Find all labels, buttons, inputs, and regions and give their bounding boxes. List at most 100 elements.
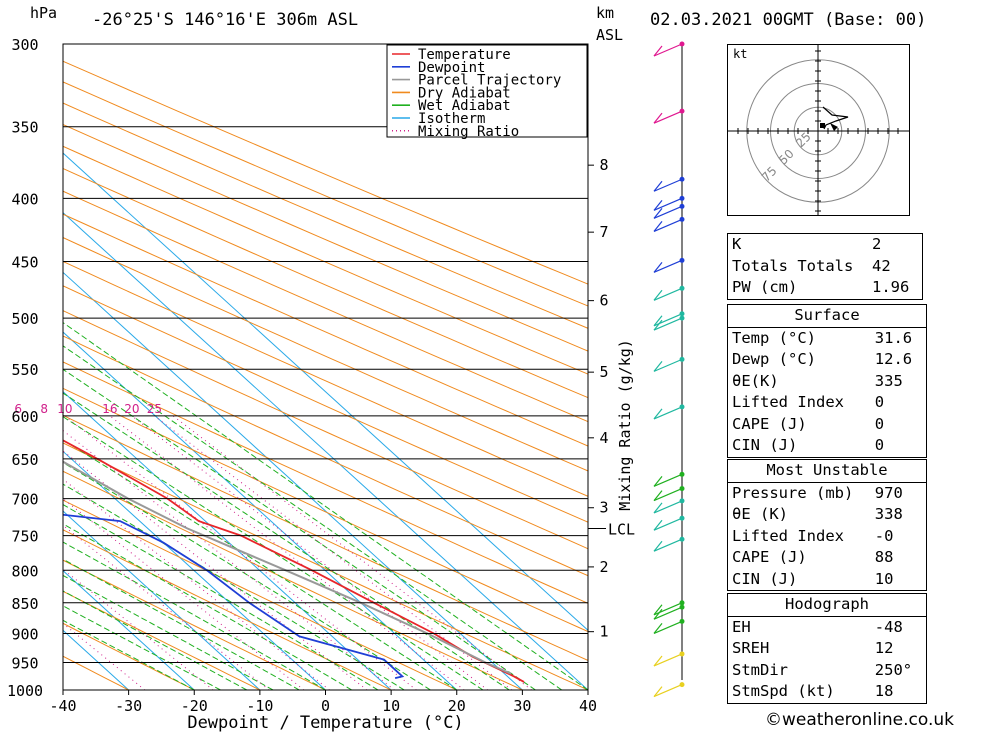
hodograph-marker xyxy=(820,123,825,128)
wet-adiabat-line xyxy=(63,523,353,690)
wind-barb-flag xyxy=(653,408,663,420)
surface-row: CAPE (J) 0 xyxy=(726,413,927,435)
surface-value: 12.6 xyxy=(866,349,927,371)
hodo-value: 250° xyxy=(866,659,927,681)
x-axis-title: Dewpoint / Temperature (°C) xyxy=(187,713,463,733)
wind-barb-flag xyxy=(653,475,663,487)
legend-label: Parcel Trajectory xyxy=(418,73,561,89)
mixing-ratio-label: 25 xyxy=(147,402,162,416)
km-tick-label: 5 xyxy=(599,363,608,381)
wind-barb-staff xyxy=(653,178,683,192)
pressure-tick-label: 450 xyxy=(11,254,38,272)
surface-label: Lifted Index xyxy=(726,392,867,414)
wind-barb-staff xyxy=(653,488,683,502)
mu-row: Lifted Index -0 xyxy=(726,525,927,547)
wind-barb-flag xyxy=(653,289,663,301)
surface-title-row: Surface xyxy=(727,304,927,328)
hodograph-trace xyxy=(822,106,849,130)
wet-adiabat-line xyxy=(63,590,248,690)
km-tick-label: 7 xyxy=(599,223,608,241)
parcel-trajectory-line xyxy=(63,460,512,675)
dry-adiabat-line xyxy=(63,310,588,550)
pressure-tick-label: 1000 xyxy=(7,682,43,700)
asl-label: ASL xyxy=(596,26,624,44)
wet-adiabat-line xyxy=(63,345,563,690)
pressure-tick-label: 600 xyxy=(11,408,38,426)
km-tick-label: 1 xyxy=(599,623,608,641)
wind-barb-staff xyxy=(653,620,683,634)
legend-label: Wet Adiabat xyxy=(418,98,511,114)
dry-adiabat-line xyxy=(63,335,588,577)
wind-barb-staff xyxy=(653,218,683,232)
wind-barb-staff xyxy=(653,205,683,219)
isotherm-line xyxy=(63,212,588,690)
x-tick-label: 10 xyxy=(382,697,400,715)
hodo-label: StmDir xyxy=(726,659,867,681)
indices-label: Totals Totals xyxy=(727,255,864,277)
surface-row: θE(K) 335 xyxy=(726,370,927,392)
km-tick-label: 8 xyxy=(599,156,608,174)
surface-value: 0 xyxy=(866,435,927,458)
mu-label: Lifted Index xyxy=(726,525,867,547)
hodo-value: 18 xyxy=(866,681,927,704)
mu-title: Most Unstable xyxy=(727,459,927,483)
wind-barb-staff xyxy=(653,473,683,487)
legend-label: Dewpoint xyxy=(418,60,485,76)
mu-label: Pressure (mb) xyxy=(726,482,867,504)
surface-label: CIN (J) xyxy=(726,435,867,458)
surface-label: CAPE (J) xyxy=(726,413,867,435)
wind-barb-flag xyxy=(653,112,663,124)
x-tick-label: -20 xyxy=(181,697,208,715)
wind-barb-staff xyxy=(653,517,683,531)
mixing-ratio-line xyxy=(172,415,532,690)
surface-value: 0 xyxy=(866,413,927,435)
wind-barb-staff xyxy=(653,259,683,273)
isotherm-line xyxy=(63,391,392,690)
wind-barb-staff xyxy=(653,358,683,372)
wind-barb-flag xyxy=(653,221,663,232)
wind-barb-flag xyxy=(653,180,663,192)
wind-barb-flag xyxy=(653,361,663,372)
indices-label: PW (cm) xyxy=(727,277,864,300)
hodograph-unit-label: kt xyxy=(733,47,747,61)
location-title: -26°25'S 146°16'E 306m ASL xyxy=(92,10,359,30)
indices-row: Totals Totals 42 xyxy=(727,255,923,277)
surface-label: Dewp (°C) xyxy=(726,349,867,371)
mixing-ratio-label: 6 xyxy=(14,402,22,416)
wet-adiabat-line xyxy=(63,574,274,690)
dry-adiabat-line xyxy=(63,260,588,497)
hodo-label: SREH xyxy=(726,638,867,660)
wind-barb-staff xyxy=(653,606,683,620)
pressure-tick-label: 300 xyxy=(11,36,38,54)
isotherm-line xyxy=(63,271,523,690)
pressure-tick-label: 350 xyxy=(11,119,38,137)
x-tick-label: 0 xyxy=(321,697,330,715)
legend-label: Dry Adiabat xyxy=(418,85,511,101)
pressure-tick-label: 550 xyxy=(11,361,38,379)
mu-value: 338 xyxy=(866,504,927,526)
dewpoint-line xyxy=(63,513,405,679)
mu-label: CIN (J) xyxy=(726,568,867,591)
mu-value: 970 xyxy=(866,482,927,504)
indices-row: PW (cm) 1.96 xyxy=(727,277,923,300)
mu-value: 88 xyxy=(866,547,927,569)
surface-row: Temp (°C) 31.6 xyxy=(726,327,927,349)
wind-barb-flag xyxy=(653,540,663,552)
wind-barb-flag xyxy=(653,45,663,57)
dry-adiabat-line xyxy=(63,145,588,375)
mu-row: θE (K) 338 xyxy=(726,504,927,526)
isotherm-line xyxy=(63,570,195,690)
dry-adiabat-line xyxy=(63,529,392,690)
lcl-label: LCL xyxy=(608,520,635,538)
indices-value: 2 xyxy=(864,233,923,256)
hodo-row: EH -48 xyxy=(726,616,927,638)
wet-adiabat-line xyxy=(63,504,379,690)
dry-adiabat-line xyxy=(63,590,261,690)
dry-adiabat-line xyxy=(63,190,588,423)
pressure-tick-label: 800 xyxy=(11,562,38,580)
mu-label: θE (K) xyxy=(726,504,867,526)
km-tick-label: 6 xyxy=(599,292,608,310)
hodo-value: -48 xyxy=(866,616,927,638)
